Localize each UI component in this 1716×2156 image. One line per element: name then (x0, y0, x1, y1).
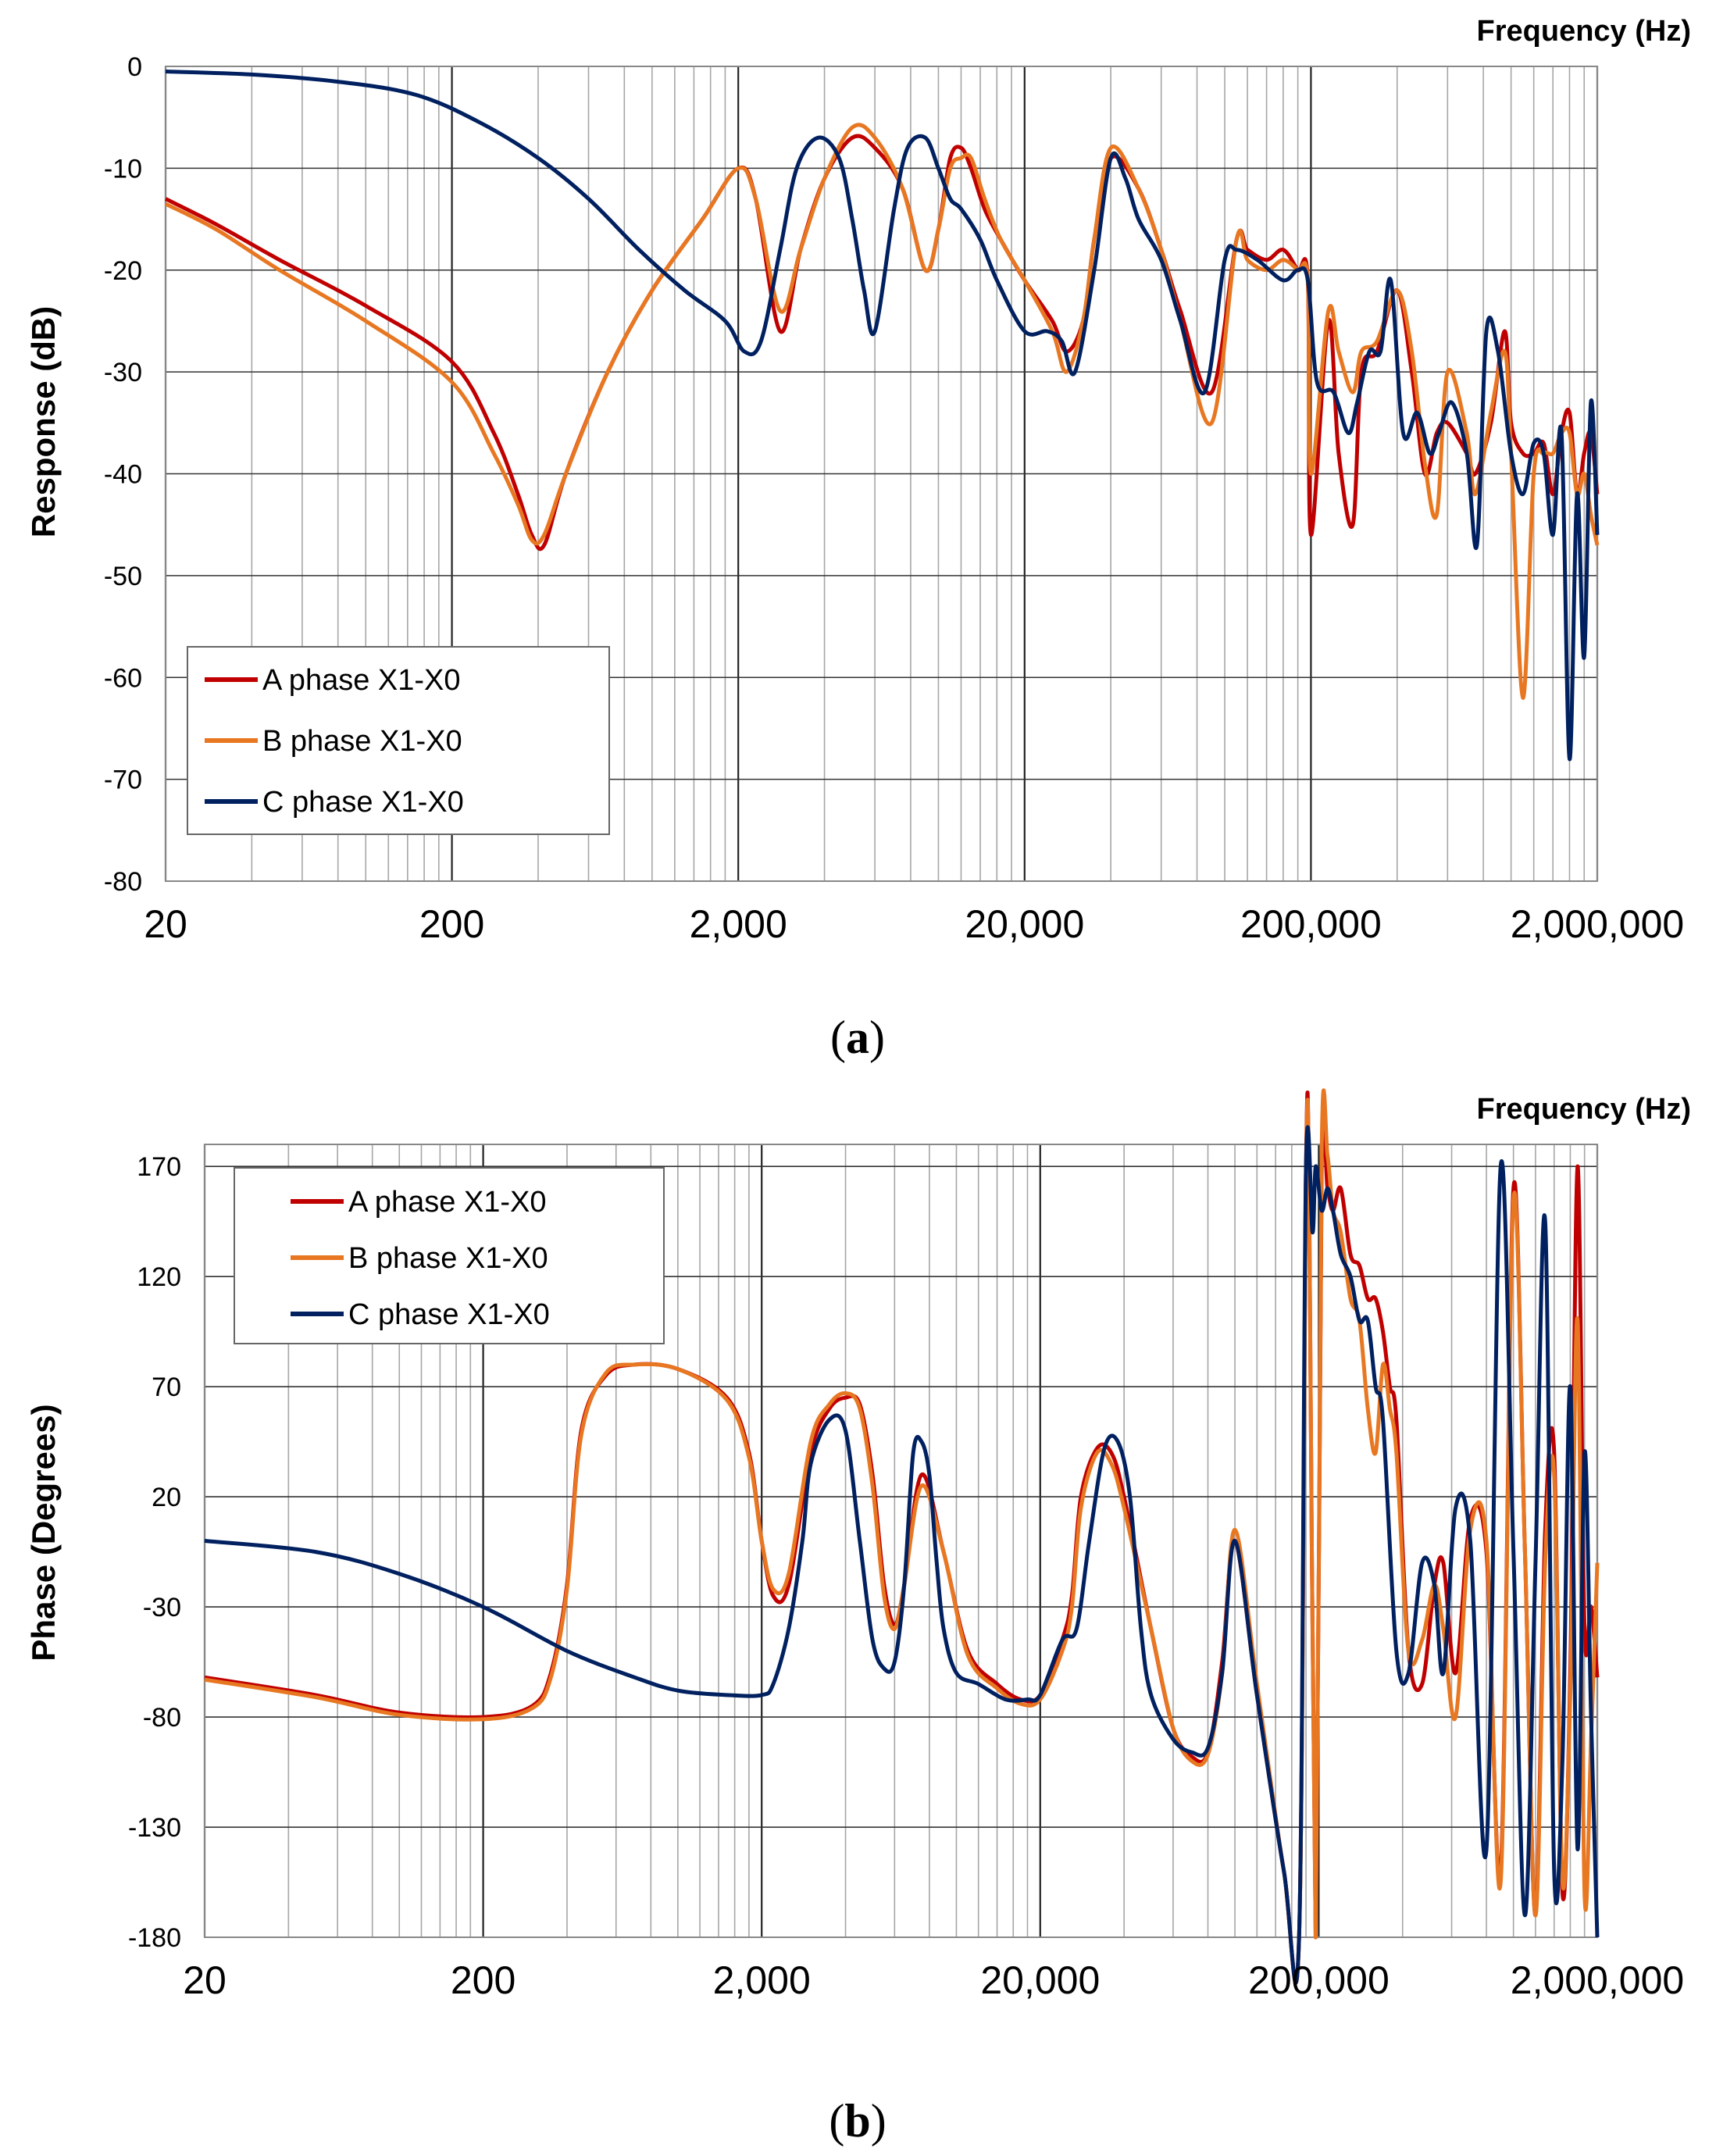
y-tick-label: -70 (104, 766, 142, 795)
y-tick-label: -30 (104, 358, 142, 387)
panel-b-series-layer (204, 1088, 1600, 1985)
y-tick-label: 170 (137, 1152, 181, 1182)
panel-a-y-axis-label: Response (dB) (25, 306, 62, 537)
legend-label: B phase X1-X0 (262, 725, 462, 758)
x-tick-label: 200 (451, 1958, 516, 2002)
x-tick-label: 200,000 (1248, 1958, 1390, 2002)
x-tick-label: 20 (183, 1958, 227, 2002)
panel-b-x-tick-labels: 20 200 2,000 20,000 200,000 2,000,000 (183, 1958, 1684, 2002)
y-tick-label: -30 (143, 1593, 181, 1622)
series-line-b-phase (164, 123, 1600, 700)
series-line-c-phase (204, 1125, 1600, 1985)
x-tick-label: 20,000 (965, 902, 1084, 946)
panel-a-x-axis-label: Frequency (Hz) (1477, 15, 1691, 48)
panel-a-x-tick-labels: 20 200 2,000 20,000 200,000 2,000,000 (144, 902, 1684, 946)
y-tick-label: 0 (127, 52, 142, 82)
legend-label: A phase X1-X0 (348, 1186, 547, 1219)
panel-b-phase-chart: 170 120 70 20 -30 -80 -130 -180 20 200 2,000 20,00… (25, 1088, 1691, 2147)
y-tick-label: 70 (152, 1372, 181, 1402)
panel-b-caption: (b) (829, 2095, 886, 2147)
y-tick-label: -80 (104, 867, 142, 897)
legend-label: A phase X1-X0 (262, 664, 461, 697)
x-tick-label: 2,000,000 (1511, 1958, 1684, 2002)
y-tick-label: -40 (104, 460, 142, 490)
x-tick-label: 20,000 (980, 1958, 1100, 2002)
y-tick-label: -80 (143, 1703, 181, 1733)
x-tick-label: 20 (144, 902, 187, 946)
panel-a-caption-letter: a (846, 1012, 869, 1063)
panel-a-y-tick-labels: 0 -10 -20 -30 -40 -50 -60 -70 -80 (104, 52, 142, 897)
panel-a-response-chart: 0 -10 -20 -30 -40 -50 -60 -70 -80 20 200 2,000 20,0… (25, 15, 1691, 1063)
y-tick-label: -130 (128, 1813, 181, 1843)
y-tick-label: 20 (152, 1483, 181, 1512)
x-tick-label: 2,000,000 (1511, 902, 1684, 946)
panel-a-caption: (a) (830, 1012, 885, 1063)
legend-label: B phase X1-X0 (348, 1242, 548, 1275)
y-tick-label: -180 (128, 1923, 181, 1953)
panel-b-y-tick-labels: 170 120 70 20 -30 -80 -130 -180 (128, 1152, 181, 1953)
y-tick-label: -50 (104, 562, 142, 591)
x-tick-label: 200,000 (1240, 902, 1382, 946)
panel-b-caption-letter: b (844, 2095, 870, 2147)
x-tick-label: 2,000 (713, 1958, 811, 2002)
legend-label: C phase X1-X0 (348, 1298, 550, 1331)
panel-a-legend: A phase X1-X0 B phase X1-X0 C phase X1-X0 (187, 646, 610, 835)
y-tick-label: -20 (104, 256, 142, 286)
x-tick-label: 2,000 (690, 902, 787, 946)
series-line-c-phase (165, 70, 1600, 762)
panel-a-series-layer (164, 70, 1600, 762)
y-tick-label: -10 (104, 154, 142, 184)
panel-b-x-axis-label: Frequency (Hz) (1477, 1093, 1691, 1126)
y-tick-label: -60 (104, 663, 142, 693)
panel-b-legend: A phase X1-X0 B phase X1-X0 C phase X1-X0 (234, 1167, 665, 1344)
legend-label: C phase X1-X0 (262, 786, 464, 819)
panel-b-y-axis-label: Phase (Degrees) (25, 1404, 62, 1661)
x-tick-label: 200 (419, 902, 484, 946)
y-tick-label: 120 (137, 1262, 181, 1292)
